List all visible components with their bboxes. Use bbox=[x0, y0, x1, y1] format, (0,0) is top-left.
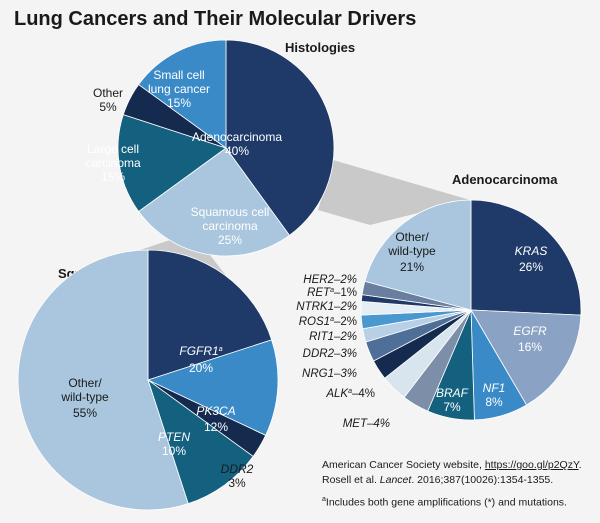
squamous-value-ddr2: 3% bbox=[228, 476, 246, 490]
adenocarcinoma-label-other-wild-type-line-0: Other/ bbox=[395, 230, 429, 244]
adenocarcinoma-label-ntrk1-2: NTRK1–2% bbox=[296, 301, 357, 313]
histologies-value-other: 5% bbox=[99, 100, 117, 114]
adenocarcinoma-slice-egfr bbox=[470, 309, 582, 406]
histologies-value-large-cell-carcinoma: 15% bbox=[101, 170, 125, 184]
adenocarcinoma-label-her2-2: HER2–2% bbox=[303, 274, 357, 286]
adenocarcinoma-label-nf1: NF1 bbox=[483, 381, 506, 395]
source-line1-suffix: . bbox=[578, 459, 582, 471]
adenocarcinoma-label-met-4: MET–4% bbox=[343, 418, 390, 430]
histologies-value-squamous-cell-carcinoma: 25% bbox=[218, 233, 242, 247]
histologies-value-small-cell-lung-cancer: 15% bbox=[167, 96, 191, 110]
histologies-label-other: Other bbox=[93, 86, 123, 100]
squamous-label-other-wild-type-line-0: Other/ bbox=[68, 376, 102, 390]
adenocarcinoma-value-braf: 7% bbox=[443, 400, 461, 414]
histologies-label-squamous-cell-carcinoma-line-1: carcinoma bbox=[202, 219, 258, 233]
squamous-label-pten: PTEN bbox=[158, 430, 190, 444]
adenocarcinoma-label-rit1-2: RIT1–2% bbox=[309, 331, 357, 343]
footnote-marker: a bbox=[322, 496, 326, 503]
adenocarcinoma-label-ret: RETa–1% bbox=[307, 287, 357, 299]
squamous-slice-pk3ca bbox=[146, 339, 279, 436]
adenocarcinoma-value-other-wild-type: 21% bbox=[400, 260, 424, 274]
histologies-label-large-cell-carcinoma-line-0: Large cell bbox=[87, 142, 139, 156]
histologies-label-large-cell-carcinoma-line-1: carcinoma bbox=[85, 156, 141, 170]
histologies-label-squamous-cell-carcinoma-line-0: Squamous cell bbox=[191, 205, 270, 219]
chart-title: Lung Cancers and Their Molecular Drivers bbox=[14, 8, 417, 30]
source-journal: Lancet bbox=[379, 474, 412, 486]
squamous-label-ddr2: DDR2 bbox=[221, 462, 254, 476]
histologies-value-adenocarcinoma: 40% bbox=[225, 144, 249, 158]
squamous-value-pten: 10% bbox=[162, 444, 186, 458]
adenocarcinoma-label-other-wild-type-line-1: wild-type bbox=[387, 244, 436, 258]
histologies-label-small-cell-lung-cancer-line-1: lung cancer bbox=[148, 82, 210, 96]
adenocarcinoma-label-kras: KRAS bbox=[515, 244, 548, 258]
histologies-pie bbox=[117, 39, 335, 257]
source-link[interactable]: https://goo.gl/p2QzY bbox=[484, 459, 579, 471]
footnote-text: Includes both gene amplifications (*) an… bbox=[325, 496, 567, 509]
squamous-label-fgfr1: FGFR1a bbox=[179, 344, 222, 358]
histologies-slice-large-cell-carcinoma bbox=[117, 114, 227, 213]
histologies-label-adenocarcinoma: Adenocarcinoma bbox=[192, 130, 282, 144]
adenocarcinoma-value-egfr: 16% bbox=[518, 340, 542, 354]
squamous-label-pk3ca: PK3CA bbox=[196, 404, 235, 418]
squamous-label-other-wild-type-line-1: wild-type bbox=[60, 390, 109, 404]
adenocarcinoma-value-kras: 26% bbox=[519, 260, 543, 274]
squamous-slice-pten bbox=[147, 378, 254, 505]
adenocarcinoma-label-egfr: EGFR bbox=[513, 324, 547, 338]
histologies-title: Histologies bbox=[285, 40, 356, 55]
source-line1-prefix: American Cancer Society website, bbox=[322, 459, 485, 471]
source-note: American Cancer Society website, https:/… bbox=[322, 458, 598, 511]
adenocarcinoma-label-nrg1-3: NRG1–3% bbox=[302, 368, 357, 380]
source-line2-suffix: . 2016;387(10026):1354-1355. bbox=[411, 474, 554, 486]
adenocarcinoma-pie bbox=[360, 199, 582, 421]
source-line2-prefix: Rosell et al. bbox=[322, 474, 380, 486]
adenocarcinoma-label-ddr2-3: DDR2–3% bbox=[303, 348, 357, 360]
adenocarcinoma-slice-kras bbox=[470, 199, 582, 316]
squamous-value-pk3ca: 12% bbox=[204, 420, 228, 434]
adenocarcinoma-label-ros1: ROS1a–2% bbox=[299, 316, 357, 328]
squamous-value-fgfr1: 20% bbox=[189, 361, 213, 375]
histologies-slice-squamous-cell-carcinoma bbox=[138, 147, 291, 257]
squamous-slice-other-wild-type bbox=[17, 249, 189, 511]
adenocarcinoma-title: Adenocarcinoma bbox=[452, 172, 558, 187]
squamous-slice-fgfr1 bbox=[147, 249, 273, 381]
adenocarcinoma-value-nf1: 8% bbox=[485, 395, 503, 409]
histologies-slice-small-cell-lung-cancer bbox=[138, 39, 227, 149]
adenocarcinoma-label-braf: BRAF bbox=[436, 386, 469, 400]
adenocarcinoma-label-alk: ALKa–4% bbox=[325, 388, 375, 400]
squamous-value-other-wild-type: 55% bbox=[73, 406, 97, 420]
histologies-slice-adenocarcinoma bbox=[225, 39, 335, 236]
squamous-pie bbox=[17, 249, 279, 511]
histologies-label-small-cell-lung-cancer-line-0: Small cell bbox=[153, 68, 204, 82]
adenocarcinoma-slice-other-wild-type bbox=[364, 199, 472, 311]
